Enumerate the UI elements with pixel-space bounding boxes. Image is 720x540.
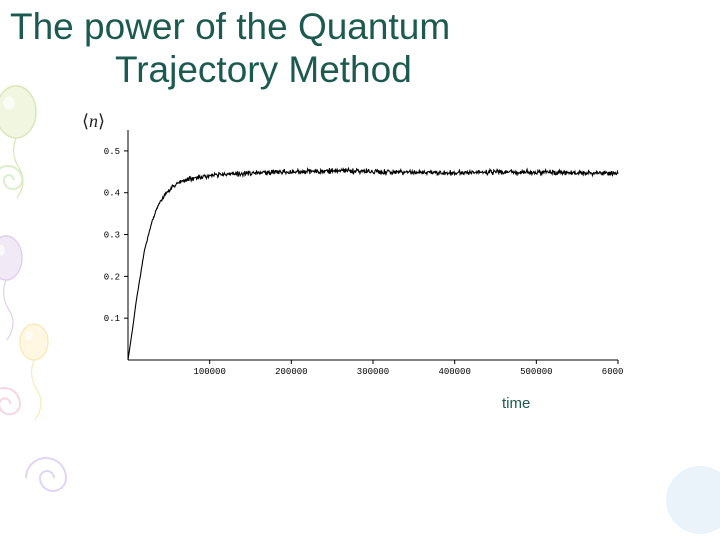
svg-text:0.4: 0.4 (104, 189, 120, 199)
title-line-1: The power of the Quantum (10, 6, 450, 47)
svg-text:500000: 500000 (520, 367, 552, 377)
x-axis-label: time (502, 395, 530, 412)
svg-text:0.1: 0.1 (104, 314, 120, 324)
chart-area: 1000002000003000004000005000006000000.10… (128, 130, 624, 393)
svg-text:0.2: 0.2 (104, 272, 120, 282)
svg-text:100000: 100000 (193, 367, 225, 377)
svg-text:400000: 400000 (438, 367, 470, 377)
svg-text:300000: 300000 (357, 367, 389, 377)
svg-text:0.3: 0.3 (104, 231, 120, 241)
title-line-2: Trajectory Method (10, 49, 710, 92)
svg-text:600000: 600000 (602, 367, 624, 377)
page-title: The power of the Quantum Trajectory Meth… (10, 6, 710, 91)
svg-text:0.5: 0.5 (104, 147, 120, 157)
svg-text:200000: 200000 (275, 367, 307, 377)
line-chart: 100000 200000 300000 400000 500000 600000 0.1 0… (88, 124, 624, 388)
